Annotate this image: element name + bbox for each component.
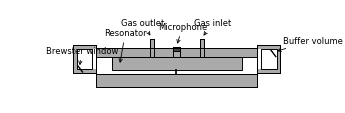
Bar [112, 58, 242, 70]
Bar [96, 49, 257, 58]
Bar [150, 40, 154, 58]
Bar [77, 49, 92, 69]
Bar [173, 47, 179, 52]
Bar [96, 75, 257, 87]
Text: Microphone: Microphone [158, 23, 207, 44]
Bar [261, 49, 277, 69]
Bar [242, 58, 257, 75]
Text: Resonator: Resonator [104, 29, 147, 63]
Bar [112, 58, 242, 70]
Bar [96, 75, 257, 87]
Bar [172, 52, 180, 58]
Bar [150, 40, 154, 49]
Bar [261, 49, 277, 69]
Text: Gas inlet: Gas inlet [194, 19, 231, 36]
Text: Gas outlet: Gas outlet [121, 19, 164, 36]
Bar [96, 49, 257, 58]
Bar [257, 46, 280, 73]
Bar [92, 49, 96, 69]
Bar [77, 49, 92, 69]
Bar [73, 46, 96, 73]
Bar [96, 58, 112, 75]
Text: Buffer volume: Buffer volume [278, 37, 343, 52]
Bar [200, 40, 204, 58]
Bar [257, 46, 280, 73]
Bar [173, 47, 179, 52]
Bar [257, 49, 261, 69]
Bar [172, 52, 180, 58]
Text: Brewster window: Brewster window [46, 46, 118, 65]
Bar [200, 40, 204, 49]
Bar [112, 70, 242, 75]
Bar [73, 46, 96, 73]
